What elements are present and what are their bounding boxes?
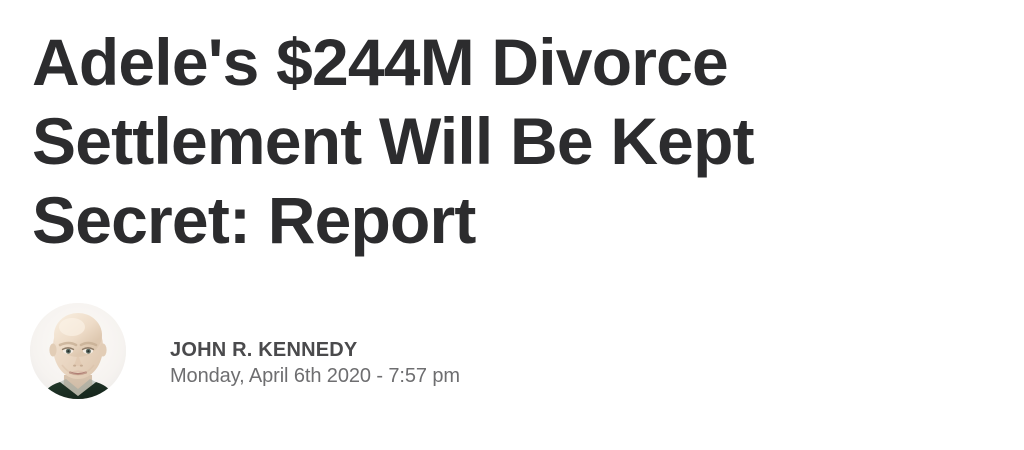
byline-author[interactable]: JOHN R. KENNEDY xyxy=(170,339,358,361)
page-title: Adele's $244M Divorce Settlement Will Be… xyxy=(32,25,755,257)
avatar xyxy=(30,303,126,399)
author-avatar-photo-icon xyxy=(30,303,126,399)
byline-timestamp: Monday, April 6th 2020 - 7:57 pm xyxy=(170,365,460,387)
byline-text: JOHN R. KENNEDY Monday, April 6th 2020 -… xyxy=(170,339,710,388)
byline: JOHN R. KENNEDY Monday, April 6th 2020 -… xyxy=(30,303,730,450)
